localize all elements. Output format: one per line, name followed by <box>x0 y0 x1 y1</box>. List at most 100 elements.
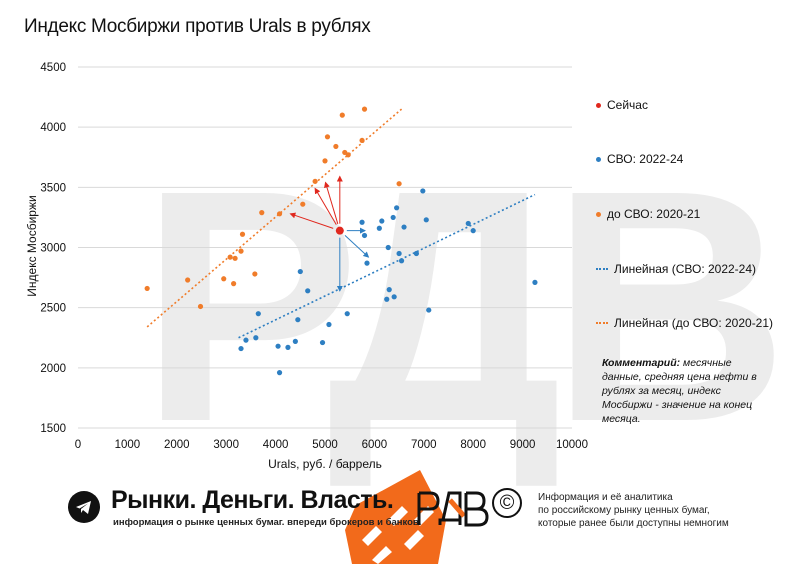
arrow <box>324 181 339 225</box>
legend-svo-label: СВО: 2022-24 <box>607 152 684 166</box>
comment-text: месячные данные, средняя цена нефти в ру… <box>602 357 757 425</box>
trendlines <box>146 108 536 339</box>
data-point <box>292 338 298 344</box>
data-point <box>227 254 233 260</box>
data-point <box>324 134 331 140</box>
data-point <box>376 225 382 231</box>
data-point <box>385 244 391 251</box>
data-point <box>344 311 350 317</box>
data-point <box>423 217 429 223</box>
data-point <box>361 106 368 112</box>
footer-subtitle: информация о рынке ценных бумаг. впереди… <box>113 517 422 528</box>
footer-info-line: по российскому рынку ценных бумаг, <box>538 505 710 516</box>
data-point <box>232 255 238 261</box>
x-tick-label: 6000 <box>362 439 388 451</box>
data-point <box>333 143 339 150</box>
data-point <box>390 214 396 221</box>
data-point <box>359 137 365 144</box>
data-point <box>285 344 291 350</box>
y-tick-label: 1500 <box>40 423 66 435</box>
data-point <box>420 188 426 194</box>
telegram-plane-icon <box>76 501 91 514</box>
footer-info-line: Информация и её аналитика <box>538 492 673 503</box>
legend-pre-label: до СВО: 2020-21 <box>607 207 701 221</box>
arrows <box>289 175 370 292</box>
x-tick-label: 5000 <box>312 439 338 451</box>
comment-heading: Комментарий: <box>602 357 681 369</box>
legend-svo-marker <box>596 156 601 162</box>
legend-now-label: Сейчас <box>607 98 648 112</box>
page-title: Индекс Мосбиржи против Urals в рублях <box>24 16 371 37</box>
data-points <box>144 106 538 376</box>
legend-now-marker <box>596 102 601 108</box>
data-point <box>384 296 390 302</box>
data-point <box>253 335 259 341</box>
copyright-icon: © <box>492 488 522 518</box>
data-point <box>238 345 244 352</box>
legend-lin-pre: Линейная (до СВО: 2020-21) <box>596 316 773 330</box>
data-point <box>470 228 476 234</box>
data-point <box>319 339 326 346</box>
data-point <box>197 303 204 310</box>
trendline <box>238 193 536 339</box>
data-point <box>465 220 471 227</box>
data-point <box>259 210 265 216</box>
data-point <box>532 279 538 285</box>
x-tick-label: 4000 <box>263 439 289 451</box>
x-tick-label: 7000 <box>411 439 437 451</box>
grid-lines <box>78 66 572 429</box>
x-tick-label: 0 <box>75 439 81 451</box>
legend-svo: СВО: 2022-24 <box>596 152 683 166</box>
data-point-now <box>335 226 344 235</box>
y-axis-label: Индекс Мосбиржи <box>25 195 39 296</box>
data-point <box>386 287 392 293</box>
y-tick-label: 4000 <box>40 122 66 134</box>
data-point <box>401 224 407 230</box>
arrow <box>344 235 370 258</box>
x-tick-label: 3000 <box>213 439 239 451</box>
data-point <box>312 178 318 184</box>
data-point <box>297 268 303 275</box>
x-tick-label: 1000 <box>115 439 141 451</box>
legend-lin-svo: Линейная (СВО: 2022-24) <box>596 262 756 276</box>
y-tick-label: 3500 <box>40 182 66 194</box>
data-point <box>394 205 400 211</box>
data-point <box>345 152 351 158</box>
data-point <box>364 260 370 266</box>
data-point <box>361 232 368 239</box>
footer-info: Информация и её аналитика по российскому… <box>538 491 729 530</box>
data-point <box>300 201 306 207</box>
data-point <box>379 218 385 224</box>
y-tick-label: 3000 <box>40 243 66 255</box>
data-point <box>359 219 365 225</box>
orange-shape-pattern <box>362 506 434 564</box>
y-tick-label: 2500 <box>40 303 66 315</box>
data-point <box>231 281 237 287</box>
legend-pre-marker <box>596 211 601 217</box>
y-tick-label: 2000 <box>40 363 66 375</box>
footer-info-line: которые ранее были доступны немногим <box>538 518 729 529</box>
x-axis-label: Urals, руб. / баррель <box>268 457 382 471</box>
footer-logo <box>416 490 490 536</box>
legend-lin-pre-marker <box>596 322 608 324</box>
legend-lin-svo-label: Линейная (СВО: 2022-24) <box>614 262 757 276</box>
data-point <box>305 288 311 294</box>
data-point <box>238 248 244 254</box>
data-point <box>243 337 249 343</box>
data-point <box>252 271 258 277</box>
data-point <box>276 370 283 376</box>
rdv-logo-icon <box>417 491 489 527</box>
y-tick-label: 4500 <box>40 62 66 74</box>
data-point <box>276 211 283 217</box>
data-point <box>275 343 281 349</box>
data-point <box>413 250 419 257</box>
data-point <box>391 294 397 300</box>
data-point <box>221 276 227 282</box>
arrow <box>289 212 334 229</box>
x-tick-label: 9000 <box>510 439 536 451</box>
legend-pre: до СВО: 2020-21 <box>596 207 700 221</box>
comment-box: Комментарий: месячные данные, средняя це… <box>602 356 774 426</box>
telegram-icon[interactable] <box>68 491 100 523</box>
data-point <box>144 285 150 292</box>
